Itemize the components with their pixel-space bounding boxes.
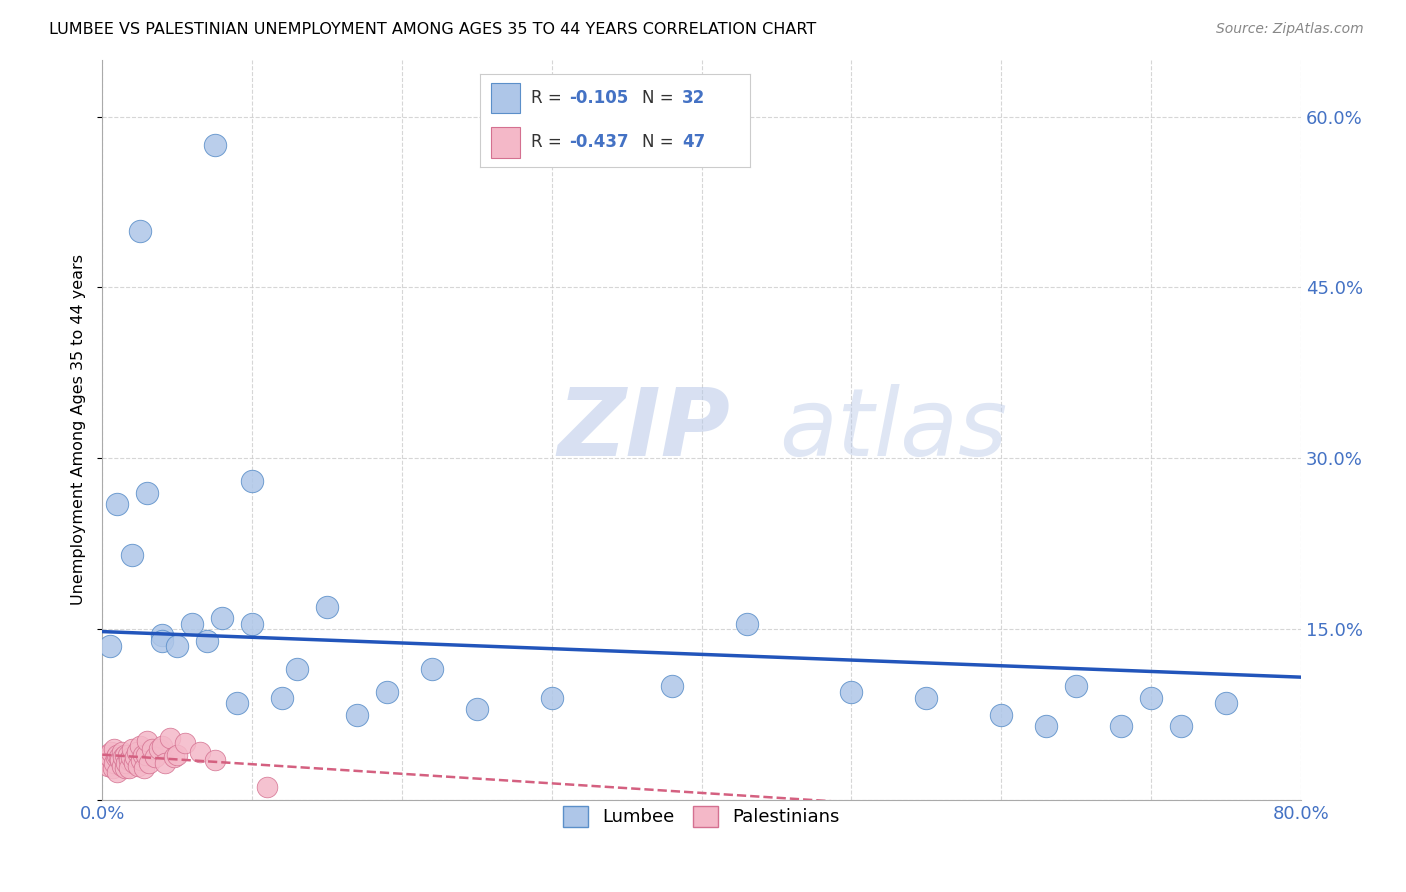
Point — [150, 739, 173, 753]
Point — [915, 690, 938, 705]
Point — [316, 599, 339, 614]
Point — [465, 702, 488, 716]
Point — [97, 759, 120, 773]
Point — [125, 745, 148, 759]
Point — [138, 756, 160, 770]
Point — [124, 750, 146, 764]
Legend: Lumbee, Palestinians: Lumbee, Palestinians — [554, 797, 849, 836]
Point — [204, 138, 226, 153]
Point — [114, 761, 136, 775]
Point — [375, 685, 398, 699]
Point — [131, 747, 153, 762]
Point — [105, 747, 128, 762]
Point — [111, 745, 134, 759]
Point — [118, 761, 141, 775]
Point — [163, 750, 186, 764]
Point — [1109, 719, 1132, 733]
Point — [204, 753, 226, 767]
Point — [166, 640, 188, 654]
Point — [118, 753, 141, 767]
Point — [135, 747, 157, 762]
Point — [256, 780, 278, 794]
Point — [112, 750, 135, 764]
Point — [285, 662, 308, 676]
Point — [104, 750, 127, 764]
Point — [136, 485, 159, 500]
Point — [100, 745, 122, 759]
Point — [105, 764, 128, 779]
Point — [114, 747, 136, 762]
Point — [121, 548, 143, 562]
Point — [195, 633, 218, 648]
Point — [115, 756, 138, 770]
Point — [1064, 679, 1087, 693]
Point — [103, 756, 125, 770]
Point — [1035, 719, 1057, 733]
Point — [271, 690, 294, 705]
Point — [173, 736, 195, 750]
Point — [141, 742, 163, 756]
Point — [117, 747, 139, 762]
Point — [661, 679, 683, 693]
Point — [143, 750, 166, 764]
Point — [122, 756, 145, 770]
Point — [1170, 719, 1192, 733]
Point — [159, 731, 181, 745]
Point — [240, 616, 263, 631]
Point — [103, 742, 125, 756]
Point — [128, 223, 150, 237]
Point — [129, 753, 152, 767]
Point — [94, 753, 117, 767]
Point — [128, 739, 150, 753]
Point — [136, 734, 159, 748]
Point — [108, 753, 131, 767]
Point — [226, 697, 249, 711]
Point — [121, 742, 143, 756]
Text: Source: ZipAtlas.com: Source: ZipAtlas.com — [1216, 22, 1364, 37]
Point — [105, 497, 128, 511]
Point — [107, 750, 129, 764]
Point — [127, 759, 149, 773]
Text: LUMBEE VS PALESTINIAN UNEMPLOYMENT AMONG AGES 35 TO 44 YEARS CORRELATION CHART: LUMBEE VS PALESTINIAN UNEMPLOYMENT AMONG… — [49, 22, 817, 37]
Point — [1140, 690, 1163, 705]
Point — [181, 616, 204, 631]
Point — [148, 742, 170, 756]
Point — [98, 750, 121, 764]
Point — [841, 685, 863, 699]
Point — [120, 750, 142, 764]
Point — [346, 707, 368, 722]
Point — [150, 633, 173, 648]
Point — [735, 616, 758, 631]
Y-axis label: Unemployment Among Ages 35 to 44 years: Unemployment Among Ages 35 to 44 years — [72, 254, 86, 606]
Point — [990, 707, 1012, 722]
Point — [134, 761, 156, 775]
Point — [166, 747, 188, 762]
Point — [96, 747, 118, 762]
Text: ZIP: ZIP — [558, 384, 731, 476]
Point — [153, 756, 176, 770]
Point — [420, 662, 443, 676]
Point — [101, 761, 124, 775]
Text: atlas: atlas — [779, 384, 1008, 475]
Point — [540, 690, 562, 705]
Point — [98, 640, 121, 654]
Point — [240, 474, 263, 488]
Point — [188, 745, 211, 759]
Point — [1215, 697, 1237, 711]
Point — [111, 759, 134, 773]
Point — [211, 611, 233, 625]
Point — [150, 628, 173, 642]
